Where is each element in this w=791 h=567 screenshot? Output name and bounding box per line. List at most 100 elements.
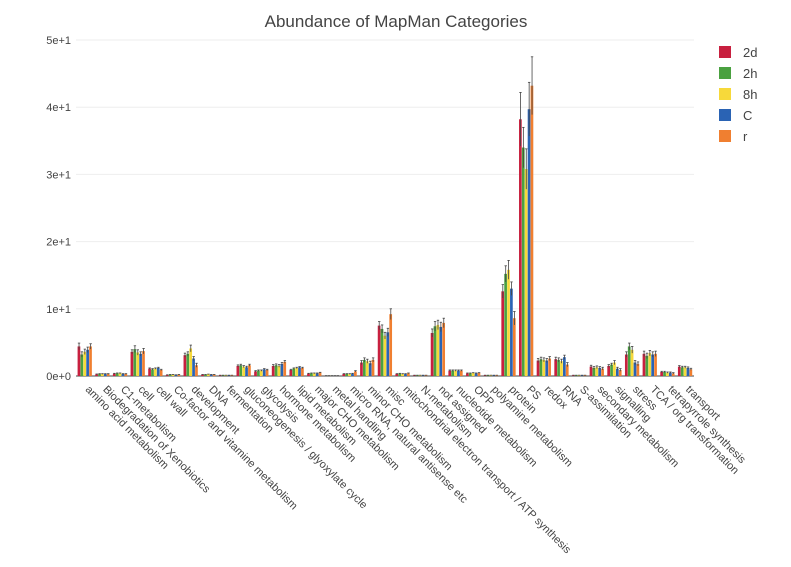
bar: [501, 291, 505, 376]
bar: [315, 373, 319, 376]
bar: [451, 370, 454, 376]
bar: [130, 351, 134, 376]
bar: [495, 375, 498, 376]
bar: [121, 373, 125, 376]
legend-swatch: [719, 88, 731, 100]
legend-item[interactable]: 2h: [719, 66, 757, 81]
bar: [377, 325, 381, 376]
bar: [218, 375, 222, 376]
bar: [165, 374, 169, 376]
bar: [221, 375, 225, 376]
bar: [466, 373, 469, 376]
bar: [521, 147, 525, 376]
bar: [380, 328, 384, 376]
bar: [565, 364, 569, 376]
bar: [633, 362, 637, 376]
legend-item[interactable]: r: [719, 129, 748, 144]
bar: [539, 359, 543, 376]
bar: [230, 375, 234, 376]
bar: [274, 365, 278, 376]
bar: [477, 372, 481, 376]
bar: [660, 371, 663, 376]
bar: [156, 367, 160, 376]
bar: [492, 375, 496, 376]
bar: [280, 363, 284, 376]
legend-item[interactable]: 2d: [719, 45, 757, 60]
bar: [242, 366, 245, 376]
bar: [360, 362, 363, 376]
bar: [507, 269, 510, 376]
bar: [168, 374, 172, 376]
bar: [227, 375, 231, 376]
bar: [224, 375, 228, 376]
y-tick-label: 2e+1: [46, 237, 71, 249]
bar: [209, 374, 213, 376]
bar: [486, 375, 490, 376]
bar: [318, 372, 322, 376]
bar: [80, 354, 84, 376]
bar: [627, 346, 631, 376]
bar: [171, 374, 175, 376]
bar: [386, 332, 390, 376]
legend-label: 2d: [743, 45, 757, 60]
bar: [430, 332, 434, 376]
bar: [277, 365, 281, 376]
bar: [651, 354, 655, 376]
bar: [154, 368, 157, 376]
bar: [77, 346, 81, 376]
legend[interactable]: 2d 2h 8h Cr: [719, 45, 757, 144]
bar: [192, 358, 195, 376]
bar: [615, 368, 619, 376]
bar: [362, 359, 366, 376]
bar: [298, 367, 301, 376]
bar: [368, 363, 372, 376]
bar: [307, 373, 310, 376]
bar: [195, 365, 198, 376]
bar: [115, 373, 119, 376]
bar: [83, 351, 87, 376]
bar: [610, 364, 613, 376]
bar: [589, 366, 593, 376]
bar: [645, 355, 649, 376]
bar: [630, 349, 634, 376]
bar: [407, 373, 410, 376]
bar: [312, 373, 316, 376]
bar: [459, 370, 463, 376]
legend-item[interactable]: C: [719, 108, 752, 123]
legend-label: r: [743, 129, 748, 144]
y-tick-label: 4e+1: [46, 102, 71, 114]
bars: [77, 85, 693, 377]
bar: [398, 373, 402, 376]
bar: [613, 362, 616, 376]
bar: [259, 370, 263, 376]
bar: [348, 373, 351, 376]
bar: [457, 370, 460, 376]
bar: [421, 375, 425, 376]
bar: [236, 365, 240, 376]
bar: [301, 367, 304, 376]
bar: [471, 372, 475, 376]
bar: [686, 367, 690, 376]
legend-item[interactable]: 8h: [719, 87, 757, 102]
bar: [598, 367, 602, 376]
bar: [545, 360, 549, 376]
bar: [86, 349, 89, 376]
y-tick-label: 0e+0: [46, 371, 71, 383]
bar: [424, 375, 428, 376]
bar: [607, 365, 610, 376]
x-tick-label: tetrapyrrole synthesis: [665, 384, 748, 467]
y-tick-label: 5e+1: [46, 35, 71, 47]
bar: [636, 363, 640, 376]
bar: [248, 365, 251, 376]
bar: [574, 375, 578, 376]
legend-swatch: [719, 46, 731, 58]
bar: [560, 361, 563, 376]
bar: [401, 373, 404, 376]
bar: [189, 348, 193, 376]
bar: [677, 366, 681, 376]
legend-swatch: [719, 130, 731, 142]
bar: [271, 365, 275, 376]
bar: [254, 371, 257, 376]
bar: [680, 367, 684, 376]
